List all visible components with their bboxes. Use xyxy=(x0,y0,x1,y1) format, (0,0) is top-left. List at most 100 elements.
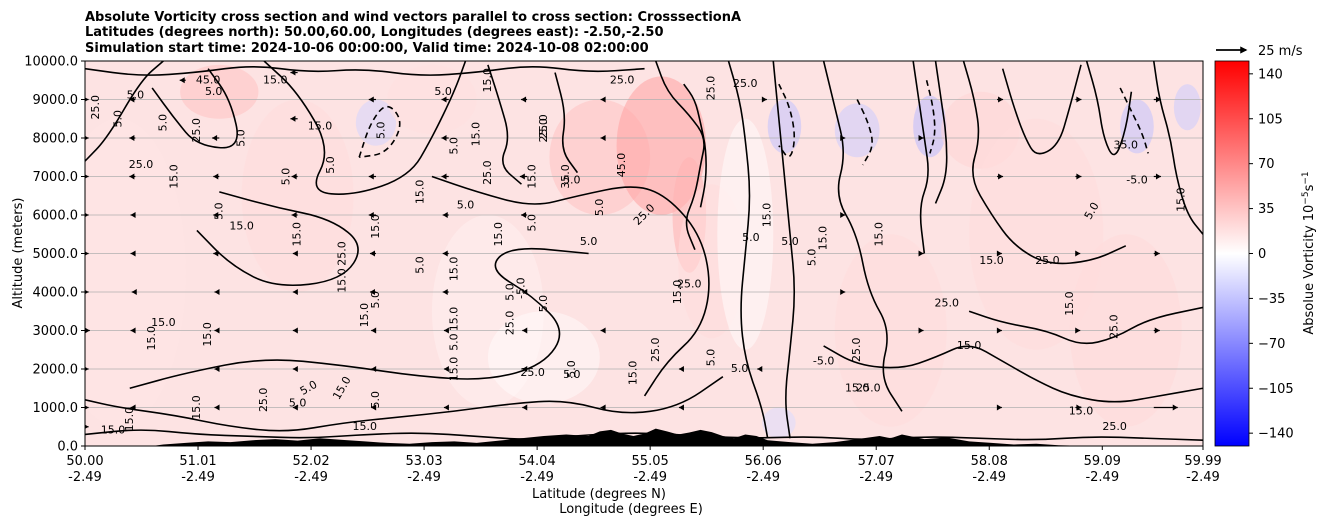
wind-vectors xyxy=(85,69,1178,429)
wind-vector-head xyxy=(1155,96,1161,103)
contour-label: 15.0 xyxy=(358,303,371,328)
wind-vector-head xyxy=(1076,404,1082,411)
contour-label: 25.0 xyxy=(481,160,494,185)
contour-label: 15.0 xyxy=(101,424,126,437)
colorbar-tick-label: 105 xyxy=(1258,112,1283,127)
contour-label: 15.0 xyxy=(447,357,460,382)
colorbar-tick-label: −140 xyxy=(1258,427,1294,442)
wind-vector-head xyxy=(441,135,447,141)
wind-vector-head xyxy=(1155,173,1161,180)
contour-label: 5.0 xyxy=(705,349,718,367)
wind-vector-head xyxy=(290,69,296,76)
wind-vector-head xyxy=(998,173,1004,180)
contour-label: 5.0 xyxy=(212,202,225,220)
contour-line-negative xyxy=(1119,87,1149,154)
vorticity-patch xyxy=(767,99,802,154)
quiver-key-label: 25 m/s xyxy=(1258,44,1303,59)
contour-label: 15.0 xyxy=(677,50,702,63)
wind-vector-head xyxy=(918,135,924,141)
contour-label: 15.0 xyxy=(873,222,886,247)
wind-vector-head xyxy=(368,212,374,218)
contour-label: 25.0 xyxy=(649,338,662,363)
wind-vector-head xyxy=(213,212,219,218)
wind-vector-head xyxy=(1154,327,1160,334)
wind-vector-head xyxy=(443,366,449,372)
wind-vector-head xyxy=(131,289,137,295)
contour-label: 5.0 xyxy=(375,122,388,140)
wind-vector-head xyxy=(678,366,684,372)
contour-label: 25.0 xyxy=(537,114,550,139)
contour-line xyxy=(683,83,707,208)
y-tick-label: 4000.0 xyxy=(33,286,79,301)
wind-vector-head xyxy=(129,173,135,180)
contour-label: 25.0 xyxy=(1102,420,1127,433)
x-tick-label-lon: -2.49 xyxy=(68,470,102,485)
contour-label: 5.0 xyxy=(434,85,452,98)
wind-vector-head xyxy=(1154,250,1160,257)
y-tick-label: 8000.0 xyxy=(33,132,79,147)
contour-label: 15.0 xyxy=(369,214,382,239)
contour-line xyxy=(85,61,164,162)
contour-line xyxy=(487,64,522,185)
wind-vector-head xyxy=(761,96,767,103)
x-tick-label-lat: 52.02 xyxy=(292,454,329,469)
x-tick-label-lat: 55.05 xyxy=(632,454,669,469)
contour-label: 15.0 xyxy=(1063,291,1076,316)
contour-label: 25.0 xyxy=(1035,254,1060,267)
contour-label: 45.0 xyxy=(196,73,221,86)
wind-vector-head xyxy=(213,173,219,180)
y-tick-label: 2000.0 xyxy=(33,363,79,378)
colorbar-tick-label: −70 xyxy=(1258,337,1285,352)
contour-label: 15.0 xyxy=(817,226,830,251)
colorbar-tick-label: −35 xyxy=(1258,292,1285,307)
wind-vector-head xyxy=(212,135,218,141)
quiver-key: 25 m/s xyxy=(1216,44,1303,59)
colorbar-label-exp: −5 xyxy=(1301,191,1311,204)
wind-vector-head xyxy=(522,327,528,334)
wind-vector-head xyxy=(130,404,136,411)
wind-vector-head xyxy=(129,135,135,141)
wind-vector-head xyxy=(129,96,135,103)
x-tick-label-lon: -2.49 xyxy=(972,470,1006,485)
wind-vector-head xyxy=(918,327,924,334)
contour-label: 5.0 xyxy=(289,397,307,410)
wind-vector-head xyxy=(522,289,528,295)
contour-label: 15.0 xyxy=(761,203,774,228)
contour-label: -5.0 xyxy=(813,354,834,367)
vorticity-patch xyxy=(487,311,600,404)
contour-label: 25.0 xyxy=(190,118,203,143)
wind-vector-head xyxy=(85,135,89,141)
contour-label: 45.0 xyxy=(615,153,628,178)
colorbar-ticks: 140 105 70 35 0 −35 −70 −105 −140 xyxy=(1249,67,1294,442)
y-axis: 0.0 1000.0 2000.0 3000.0 4000.0 5000.0 6000.0 7… xyxy=(24,55,85,455)
wind-vector-head xyxy=(213,250,219,257)
x-tick-label-lon: -2.49 xyxy=(520,470,554,485)
contour-line xyxy=(968,306,1203,345)
contour-label: 35.0 xyxy=(1114,139,1139,152)
x-tick-label-lat: 50.00 xyxy=(66,454,103,469)
contour-line xyxy=(727,61,769,439)
terrain-silhouette xyxy=(85,428,1203,446)
y-tick-label: 9000.0 xyxy=(33,93,79,108)
contour-label: 25.0 xyxy=(335,241,348,266)
wind-vector-head xyxy=(292,289,298,295)
contour-line xyxy=(1085,61,1133,156)
contour-label: 15.0 xyxy=(414,180,427,205)
contour-label: 5.0 xyxy=(503,283,516,301)
contour-line xyxy=(554,72,579,174)
wind-vector-head xyxy=(85,212,89,218)
contour-label: 15.0 xyxy=(1069,404,1094,417)
wind-vector-head xyxy=(1076,96,1082,103)
y-tick-label: 7000.0 xyxy=(33,170,79,185)
contour-label: 25.0 xyxy=(850,338,863,363)
contour-label: 5.0 xyxy=(112,110,125,128)
contour-label: 15.0 xyxy=(263,73,288,86)
x-tick-label-lat: 59.99 xyxy=(1184,454,1221,469)
contour-label: 5.0 xyxy=(526,214,539,232)
wind-vector-head xyxy=(130,212,136,218)
wind-vector-head xyxy=(291,173,297,180)
x-axis: 50.00-2.4951.01-2.4952.02-2.4953.03-2.49… xyxy=(66,446,1222,485)
y-axis-label: Altitude (meters) xyxy=(11,198,26,309)
wind-vector-head xyxy=(519,173,525,180)
contour-label: 25.0 xyxy=(1108,314,1121,339)
